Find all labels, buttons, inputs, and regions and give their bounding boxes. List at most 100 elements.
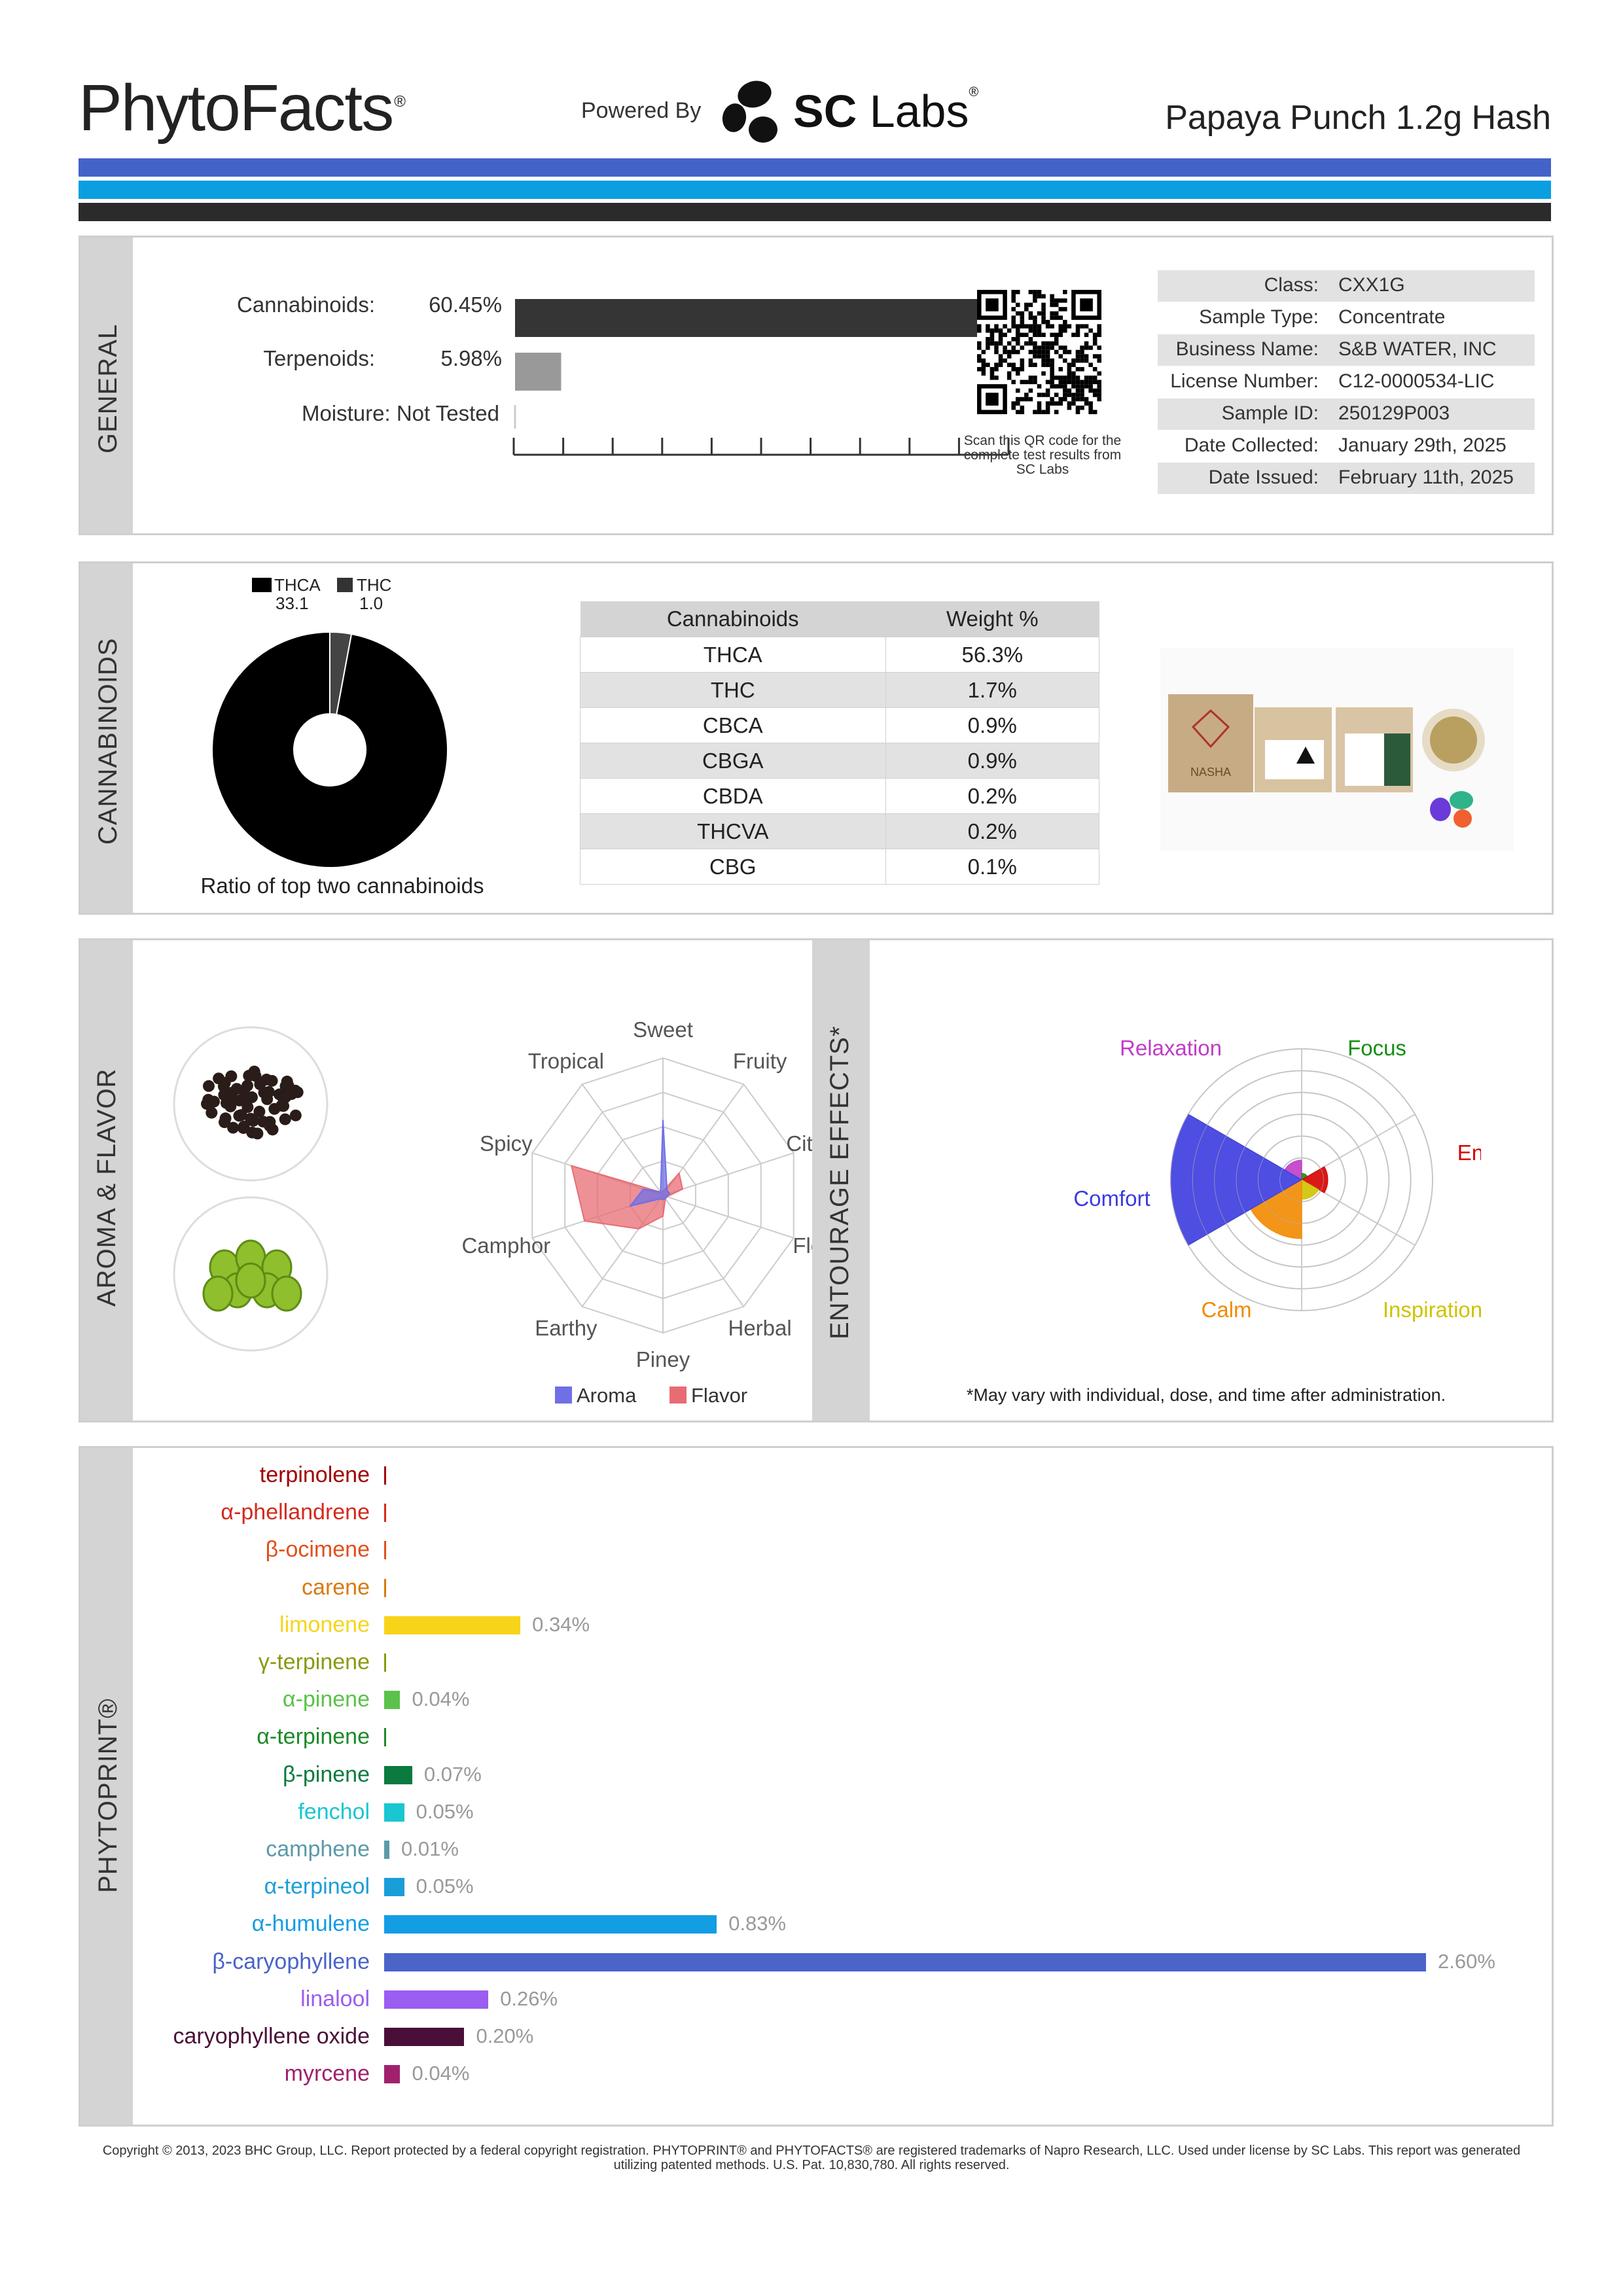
qr-module (1041, 315, 1046, 320)
general-terpenoids-label: Terpenoids: (263, 346, 375, 370)
qr-module (1011, 405, 1016, 410)
qr-module (1080, 397, 1084, 402)
qr-module (1028, 311, 1033, 316)
qr-module (1011, 362, 1016, 367)
table-cell: 1.7% (885, 672, 1100, 708)
qr-module (1058, 380, 1063, 385)
qr-module (1088, 384, 1093, 389)
table-header-weight: Weight % (885, 601, 1099, 637)
qr-module (1050, 397, 1054, 402)
qr-module (1045, 388, 1050, 393)
qr-module (981, 349, 986, 355)
info-key: Class: (1264, 274, 1319, 296)
qr-module (994, 349, 999, 355)
qr-module (1075, 393, 1080, 397)
qr-module (1063, 290, 1067, 294)
qr-code-icon[interactable] (977, 290, 1101, 414)
qr-module (1075, 366, 1080, 372)
peppercorn (235, 1109, 247, 1122)
qr-module (1063, 307, 1067, 311)
general-panel: GENERAL Cannabinoids: 60.45% Terpenoids:… (79, 236, 1554, 535)
qr-module (1015, 328, 1020, 333)
qr-module (1054, 332, 1059, 338)
qr-module (1041, 307, 1046, 311)
qr-module (1015, 324, 1020, 328)
qr-module (1084, 345, 1089, 350)
qr-module (1033, 362, 1037, 367)
table-cell: CBDA (580, 778, 886, 814)
radar-spoke (581, 1084, 664, 1196)
qr-module (1067, 393, 1072, 397)
polar-ring-overlay (1192, 1070, 1412, 1290)
qr-module (1041, 294, 1046, 299)
info-row-date-collected: Date Collected: January 29th, 2025 (1158, 431, 1535, 462)
table-cell: 0.9% (885, 707, 1100, 743)
peppercorn (217, 1080, 230, 1093)
info-value: January 29th, 2025 (1338, 434, 1507, 456)
qr-module (1088, 410, 1093, 414)
qr-module (1033, 298, 1037, 303)
polar-label-comfort: Comfort (1073, 1186, 1150, 1210)
info-value: S&B WATER, INC (1338, 338, 1497, 360)
radar-aroma-area (628, 1120, 671, 1207)
qr-module (1045, 341, 1050, 346)
qr-module (1003, 324, 1007, 328)
qr-module (977, 328, 982, 333)
info-key: Date Collected: (1184, 434, 1319, 456)
qr-module (1007, 371, 1012, 376)
qr-module (1033, 294, 1037, 299)
qr-module (1097, 380, 1101, 385)
qr-module (1037, 384, 1042, 389)
qr-module (1028, 328, 1033, 333)
polar-sector-energy (1301, 1166, 1329, 1193)
qr-module (1033, 328, 1037, 333)
qr-caption: Scan this QR code for the complete test … (963, 433, 1122, 477)
qr-module (1011, 380, 1016, 385)
qr-module (1054, 315, 1059, 320)
qr-module (1011, 319, 1016, 325)
qr-module (1045, 401, 1050, 406)
table-cell: CBG (580, 849, 886, 885)
qr-module (1045, 324, 1050, 328)
qr-module (1075, 410, 1080, 414)
qr-module (1088, 405, 1093, 410)
peppercorn (226, 1087, 238, 1099)
qr-module (1028, 358, 1033, 363)
qr-module (1024, 302, 1029, 308)
qr-module (1054, 337, 1059, 342)
qr-module (1024, 397, 1029, 402)
qr-module (1033, 345, 1037, 350)
terpene-bar (384, 1803, 404, 1822)
qr-module (1015, 311, 1020, 316)
qr-module (1037, 324, 1042, 328)
qr-module (1037, 354, 1042, 359)
terpene-value: 0.04% (412, 2062, 470, 2085)
qr-module (1050, 376, 1054, 380)
qr-module (1050, 366, 1054, 372)
qr-module (1020, 319, 1025, 325)
qr-module (1020, 358, 1025, 363)
qr-module (1058, 354, 1063, 359)
qr-module (1054, 298, 1059, 303)
legend-value-thc: 1.0 (359, 593, 383, 613)
terpene-bar-chart: terpinolene α-phellandrene β-ocimene carene… (80, 1448, 1552, 2125)
qr-module (1071, 397, 1076, 402)
qr-module (1067, 380, 1072, 385)
terpene-value: 0.05% (416, 1799, 474, 1823)
qr-module (1058, 315, 1063, 320)
qr-module (1041, 371, 1046, 376)
qr-module (1058, 328, 1063, 333)
legend-name-thc: THC (357, 575, 392, 595)
qr-module (1003, 345, 1007, 350)
qr-module (1015, 397, 1020, 402)
phytoprint-panel: PHYTOPRINT® terpinolene α-phellandrene β-o… (79, 1446, 1554, 2127)
qr-module (1058, 384, 1063, 389)
qr-module (1054, 311, 1059, 316)
qr-module (1067, 371, 1072, 376)
qr-module (1041, 319, 1046, 325)
terpene-bar (384, 1616, 521, 1634)
qr-module (1080, 380, 1084, 385)
qr-module (1003, 349, 1007, 355)
qr-module (1054, 393, 1059, 397)
cannabinoid-table: Cannabinoids Weight % THCA 56.3% THC 1.7% C… (580, 601, 1100, 885)
